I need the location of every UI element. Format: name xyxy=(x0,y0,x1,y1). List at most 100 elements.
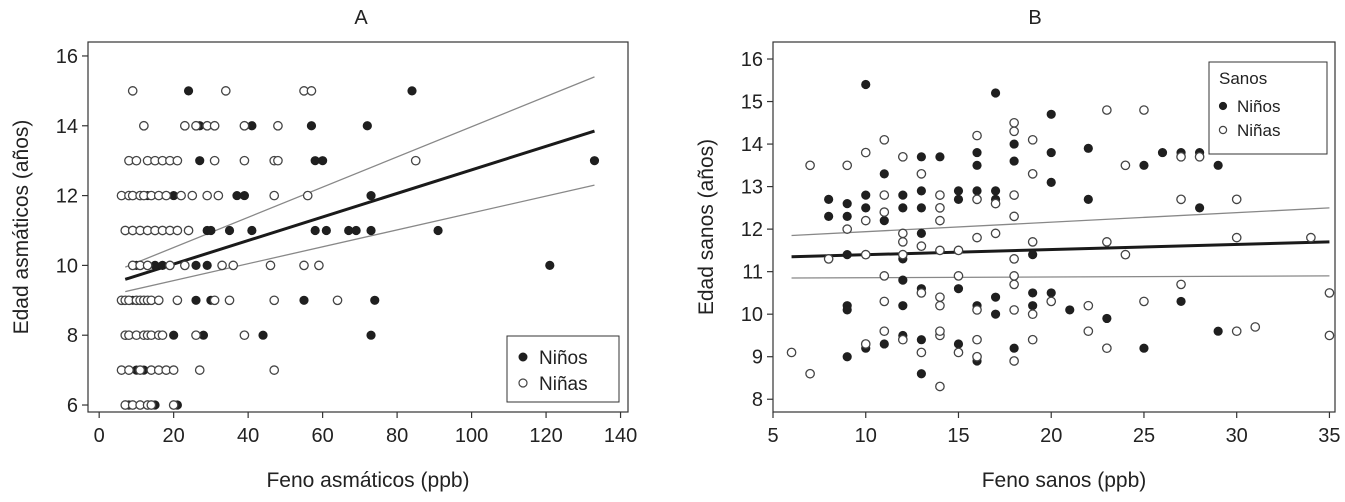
x-tick-label: 120 xyxy=(529,425,562,447)
confidence-band-lower xyxy=(791,275,1330,279)
data-point-ninas xyxy=(1139,296,1149,307)
data-point-ninas xyxy=(209,155,220,166)
data-point-ninas xyxy=(972,334,982,345)
data-point-ninos xyxy=(366,190,376,201)
data-point-ninas xyxy=(842,224,853,234)
data-point-ninas xyxy=(273,120,283,131)
regression-line xyxy=(124,129,595,281)
data-point-ninas xyxy=(1176,151,1186,162)
data-point-ninas xyxy=(146,400,157,410)
data-point-ninos xyxy=(407,86,417,96)
data-point-ninas xyxy=(1027,134,1038,145)
data-point-ninos xyxy=(916,152,926,162)
data-point-ninas xyxy=(1009,211,1019,222)
plot-area-frame xyxy=(772,41,1336,413)
data-point-ninas xyxy=(302,190,313,201)
y-tick-label: 14 xyxy=(741,134,763,156)
data-point-ninos xyxy=(310,225,320,236)
x-tick-label: 140 xyxy=(604,425,637,447)
legend-title: Sanos xyxy=(1219,69,1267,88)
x-tick-label: 10 xyxy=(855,425,877,447)
x-tick-label: 80 xyxy=(386,425,408,447)
data-point-ninas xyxy=(217,260,227,271)
data-point-ninos xyxy=(1213,326,1223,336)
data-point-ninos xyxy=(224,225,235,236)
plot-area-frame xyxy=(87,41,629,413)
data-point-ninos xyxy=(824,194,834,204)
data-point-ninos xyxy=(898,301,908,311)
data-point-ninos xyxy=(433,225,443,236)
data-point-ninas xyxy=(224,295,235,306)
data-point-ninas xyxy=(935,245,945,256)
data-point-ninos xyxy=(1009,139,1019,149)
legend-marker-ninas xyxy=(1218,125,1228,135)
x-tick-label: 40 xyxy=(237,425,259,447)
data-point-ninos xyxy=(953,194,964,204)
legend-label-ninas: Niñas xyxy=(539,374,588,395)
data-point-ninas xyxy=(823,254,834,264)
data-point-ninas xyxy=(879,134,890,145)
data-point-ninas xyxy=(1176,194,1186,205)
data-point-ninos xyxy=(318,156,328,166)
data-point-ninos xyxy=(362,121,372,131)
y-tick-label: 14 xyxy=(56,116,78,138)
data-point-ninas xyxy=(191,120,201,131)
data-point-ninos xyxy=(842,211,852,221)
data-point-ninas xyxy=(897,237,908,247)
data-point-ninas xyxy=(972,305,982,315)
data-point-ninas xyxy=(1231,232,1242,243)
data-point-ninas xyxy=(239,155,250,166)
data-point-ninas xyxy=(916,347,927,358)
data-point-ninos xyxy=(879,339,889,349)
data-point-ninos xyxy=(1083,194,1093,204)
data-point-ninas xyxy=(1102,237,1112,247)
data-point-ninas xyxy=(1250,322,1261,332)
data-point-ninos xyxy=(169,330,179,340)
data-point-ninas xyxy=(935,381,945,392)
data-point-ninas xyxy=(990,198,1001,209)
data-point-ninas xyxy=(1139,105,1149,115)
x-tick-label: 100 xyxy=(455,425,488,447)
data-point-ninos xyxy=(1083,143,1093,153)
data-point-ninos xyxy=(916,228,926,238)
data-point-ninas xyxy=(332,295,343,306)
data-point-ninos xyxy=(916,335,926,345)
data-point-ninas xyxy=(972,194,982,205)
data-point-ninos xyxy=(842,199,852,209)
data-point-ninas xyxy=(1009,305,1019,315)
data-point-ninas xyxy=(1027,334,1038,345)
data-point-ninas xyxy=(935,203,945,213)
y-tick-label: 8 xyxy=(67,325,78,347)
data-point-ninos xyxy=(1195,203,1205,213)
data-point-ninas xyxy=(1009,271,1019,281)
data-point-ninos xyxy=(916,203,926,213)
y-tick-label: 10 xyxy=(56,255,78,277)
chart-b: B 8 9 10 11 12 13 14 15 16 5 10 15 20 25 30 35 Feno sanos… xyxy=(695,7,1341,492)
data-point-ninas xyxy=(860,215,871,226)
data-point-ninas xyxy=(168,365,179,375)
data-point-ninas xyxy=(1046,296,1057,307)
data-point-ninas xyxy=(209,295,220,306)
data-point-ninas xyxy=(860,147,871,158)
data-point-ninos xyxy=(1028,301,1038,311)
data-point-ninas xyxy=(879,326,890,337)
data-point-ninos xyxy=(239,190,250,201)
data-point-ninas xyxy=(972,351,982,362)
data-point-ninos xyxy=(247,225,257,236)
data-point-ninos xyxy=(990,292,1001,302)
data-point-ninos xyxy=(1046,177,1056,187)
data-point-ninos xyxy=(1009,343,1019,353)
data-point-ninas xyxy=(187,190,198,201)
data-point-ninas xyxy=(153,295,164,306)
data-point-ninas xyxy=(168,400,179,410)
x-tick-label: 5 xyxy=(767,425,778,447)
y-tick-label: 13 xyxy=(741,177,763,199)
data-point-ninas xyxy=(306,86,317,96)
data-point-ninas xyxy=(1083,326,1094,337)
data-point-ninas xyxy=(202,190,213,201)
data-point-ninas xyxy=(1176,279,1186,290)
data-point-ninos xyxy=(953,339,964,349)
data-point-ninos xyxy=(990,88,1001,98)
data-point-ninos xyxy=(1157,147,1168,158)
data-point-ninos xyxy=(191,295,201,305)
